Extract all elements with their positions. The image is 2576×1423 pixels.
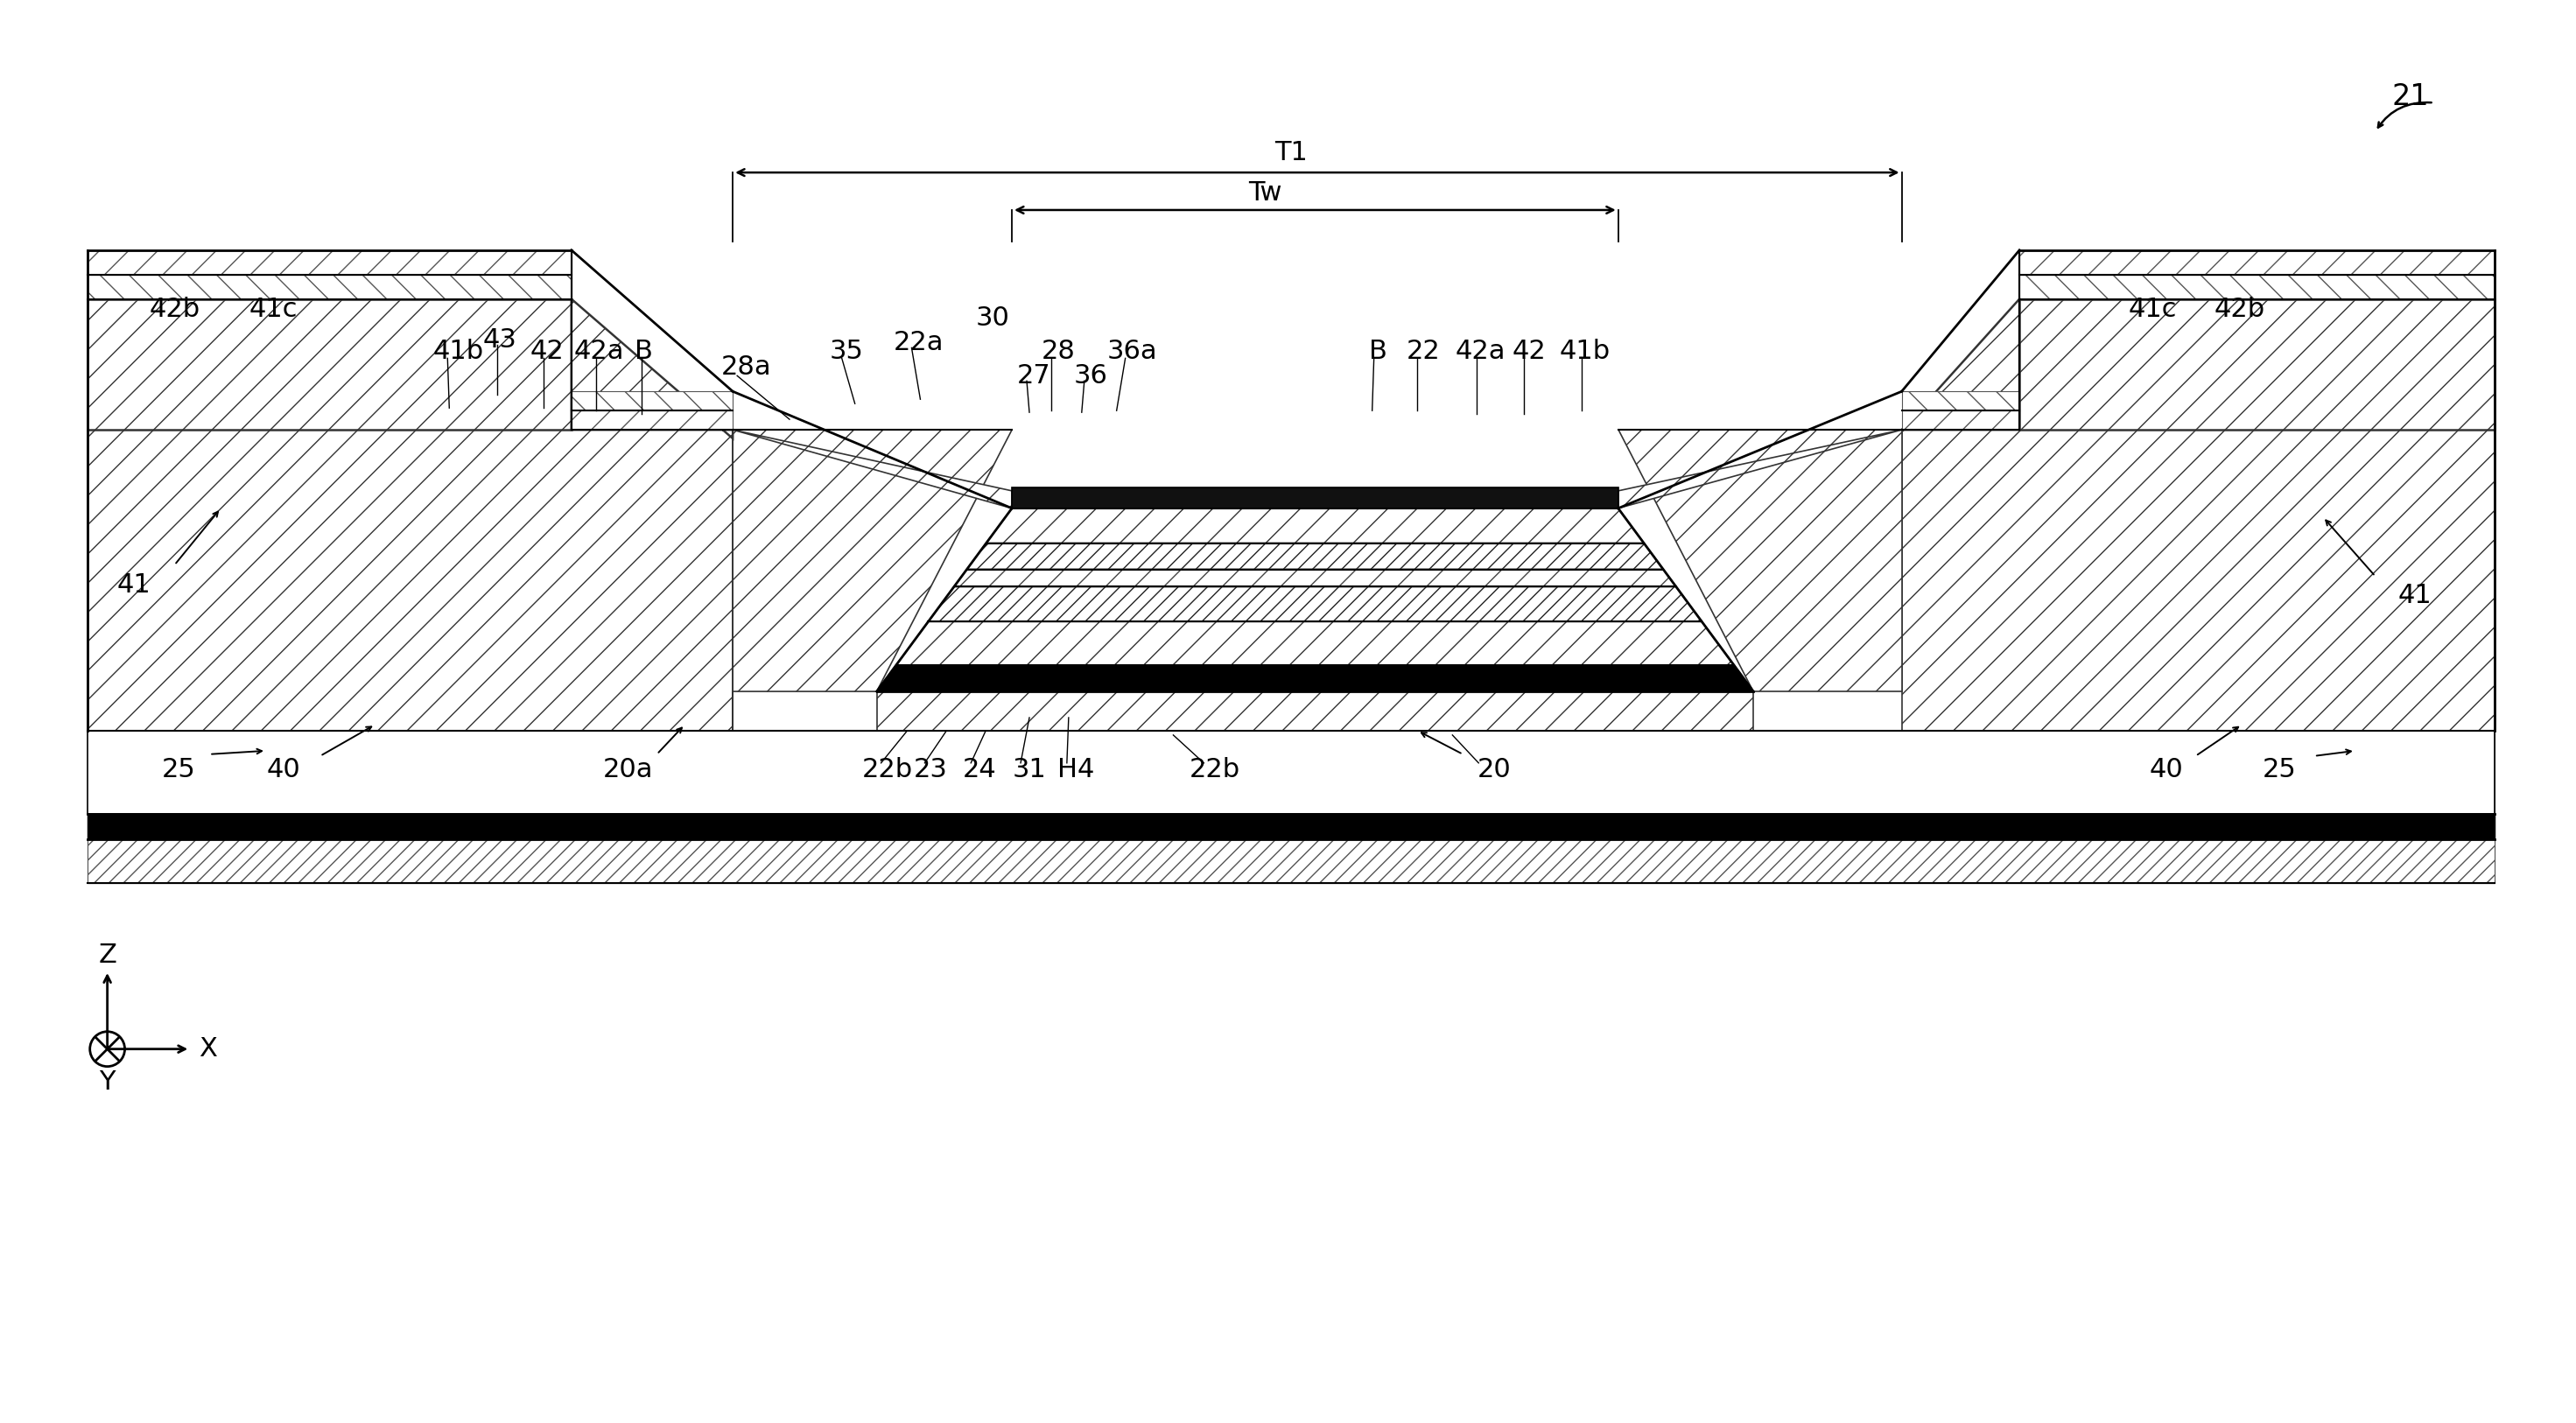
Polygon shape [987,508,1643,544]
Text: 42: 42 [531,339,564,364]
Polygon shape [88,275,572,299]
Polygon shape [1901,391,2020,411]
Text: 20: 20 [1479,757,1512,783]
Text: 42a: 42a [1455,339,1504,364]
Text: 22b: 22b [1190,757,1242,783]
Text: 41c: 41c [250,297,296,322]
Polygon shape [732,430,1012,730]
Text: 35: 35 [829,339,863,364]
Polygon shape [88,840,2494,884]
Text: Tw: Tw [1247,179,1283,205]
Text: X: X [198,1036,216,1062]
Text: 20a: 20a [603,757,654,783]
Text: 27: 27 [1018,363,1051,388]
Text: 40: 40 [265,757,301,783]
Text: 42b: 42b [2213,297,2264,322]
Polygon shape [1901,411,2020,430]
Polygon shape [1618,430,1901,692]
Polygon shape [1618,430,1901,508]
Text: B: B [1370,339,1388,364]
Text: 24: 24 [963,757,997,783]
Text: B: B [634,339,652,364]
Text: 22: 22 [1406,339,1440,364]
Text: 40: 40 [2148,757,2182,783]
Text: 31: 31 [1012,757,1046,783]
Text: 23: 23 [914,757,948,783]
Text: Y: Y [100,1070,116,1094]
Polygon shape [1901,299,2020,430]
Polygon shape [2020,250,2494,275]
Text: 41: 41 [116,572,149,598]
Polygon shape [2020,275,2494,299]
Polygon shape [927,586,1703,622]
Text: 42b: 42b [149,297,201,322]
Text: 21: 21 [2391,83,2429,111]
Text: 30: 30 [976,306,1010,330]
Text: 42: 42 [1512,339,1546,364]
Polygon shape [88,730,2494,814]
Polygon shape [1012,487,1618,508]
Text: 28a: 28a [721,354,770,380]
Text: 22a: 22a [894,330,943,356]
Text: 42a: 42a [574,339,623,364]
Text: H4: H4 [1056,757,1095,783]
Polygon shape [572,391,732,411]
Text: T1: T1 [1275,139,1309,165]
Polygon shape [88,250,572,275]
Text: 25: 25 [162,757,196,783]
Polygon shape [1901,430,2494,730]
Polygon shape [572,411,732,430]
Polygon shape [876,666,1754,692]
Text: 41b: 41b [433,339,484,364]
Polygon shape [896,622,1734,666]
Polygon shape [88,430,732,730]
Polygon shape [876,692,1754,730]
Text: 22b: 22b [863,757,912,783]
Text: 36: 36 [1074,363,1108,388]
Text: 41b: 41b [1558,339,1610,364]
Polygon shape [966,544,1664,569]
Polygon shape [88,730,2494,884]
Polygon shape [953,569,1677,586]
Text: 28: 28 [1041,339,1074,364]
Polygon shape [88,299,572,430]
Polygon shape [88,814,2494,840]
Polygon shape [572,299,732,438]
Text: 43: 43 [482,327,518,353]
Text: 41: 41 [2398,583,2432,608]
Polygon shape [2020,299,2494,430]
Text: 41c: 41c [2128,297,2177,322]
Text: Z: Z [98,942,116,968]
Polygon shape [732,430,1012,508]
Text: 36a: 36a [1108,339,1157,364]
Text: 25: 25 [2262,757,2295,783]
